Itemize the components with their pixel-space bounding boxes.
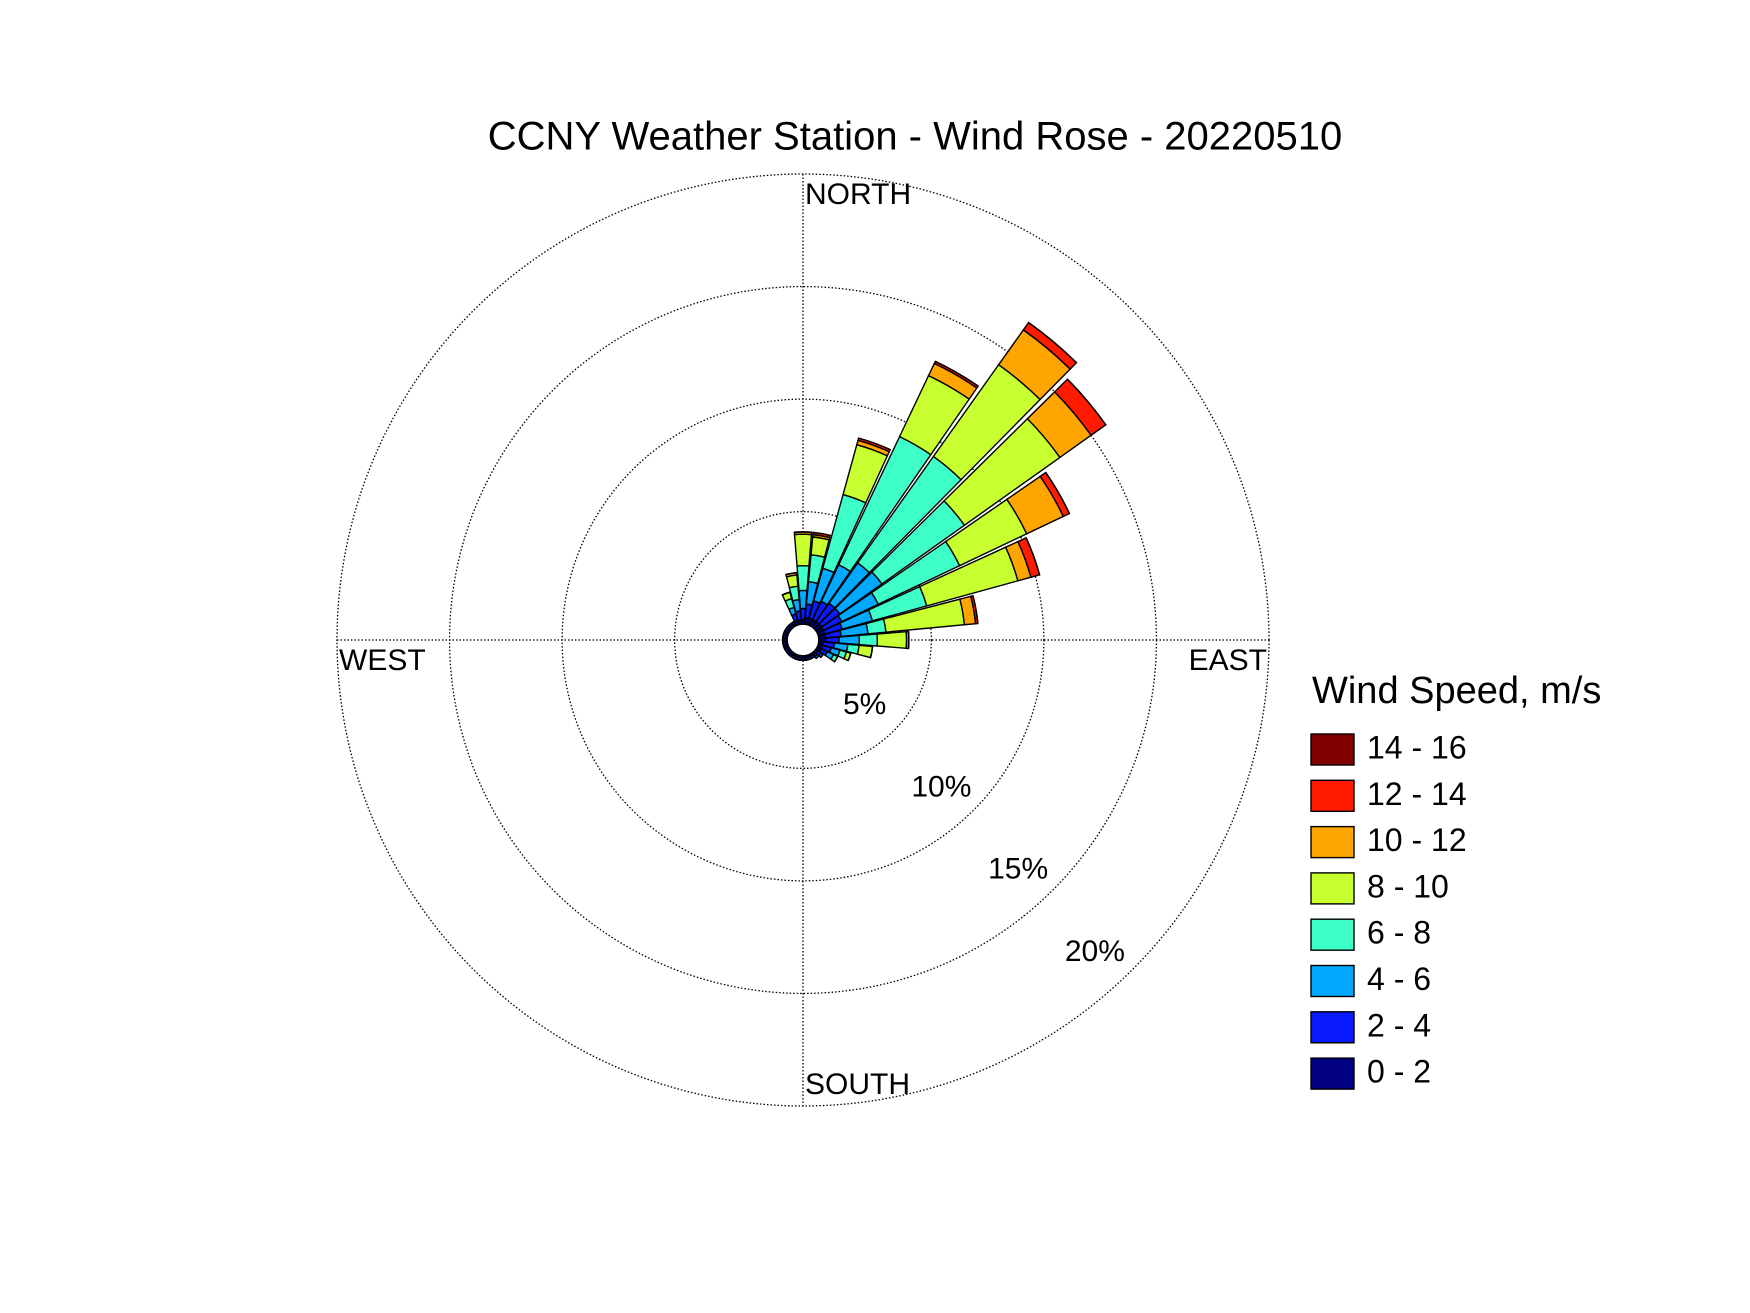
legend-label: 8 - 10 <box>1367 868 1449 904</box>
wind-segment <box>858 633 879 647</box>
wind-segment <box>869 646 874 658</box>
wind-segment <box>797 658 802 661</box>
legend-swatch <box>1310 733 1355 766</box>
r-tick-label: 5% <box>843 688 886 721</box>
grid-circle <box>448 285 1158 995</box>
chart-title: CCNY Weather Station - Wind Rose - 20220… <box>488 115 1343 159</box>
legend-swatch <box>1310 779 1355 812</box>
wind-segment <box>796 564 810 592</box>
r-tick-label: 15% <box>988 853 1048 886</box>
center-hole <box>786 623 820 657</box>
wind-segment <box>858 437 891 451</box>
grid-circle <box>561 398 1045 882</box>
legend-swatch <box>1310 825 1355 859</box>
legend-swatch <box>1310 918 1355 951</box>
wind-segment <box>804 658 809 661</box>
legend-swatch <box>1310 1057 1355 1090</box>
legend-swatch <box>1310 964 1355 998</box>
legend-label: 4 - 6 <box>1367 961 1431 997</box>
wind-segment <box>782 641 785 646</box>
r-tick-label: 10% <box>911 770 971 803</box>
legend-label: 14 - 16 <box>1367 729 1467 765</box>
wind-segment <box>934 360 979 387</box>
direction-label: EAST <box>1189 644 1267 677</box>
wind-segment <box>1025 537 1041 576</box>
grid-circle <box>336 173 1270 1107</box>
legend-label: 12 - 14 <box>1367 776 1467 812</box>
grid-circle <box>674 510 933 770</box>
wind-segment <box>782 634 785 639</box>
legend-swatch <box>1310 872 1355 905</box>
legend-label: 10 - 12 <box>1367 822 1467 858</box>
r-tick-label: 20% <box>1065 935 1125 968</box>
wind-segment <box>793 533 813 567</box>
legend-label: 0 - 2 <box>1367 1054 1431 1090</box>
direction-label: NORTH <box>805 178 911 211</box>
wind-segment <box>815 655 820 659</box>
legend-label: 6 - 8 <box>1367 915 1431 951</box>
legend-swatch <box>1310 1011 1355 1044</box>
direction-label: SOUTH <box>805 1068 910 1101</box>
wind-segment <box>1028 321 1077 364</box>
legend-title: Wind Speed, m/s <box>1312 670 1601 712</box>
wind-segment <box>813 531 831 537</box>
wind-segment <box>820 653 824 658</box>
legend-label: 2 - 4 <box>1367 1007 1431 1043</box>
direction-label: WEST <box>339 644 426 677</box>
wind-segment <box>876 630 908 650</box>
